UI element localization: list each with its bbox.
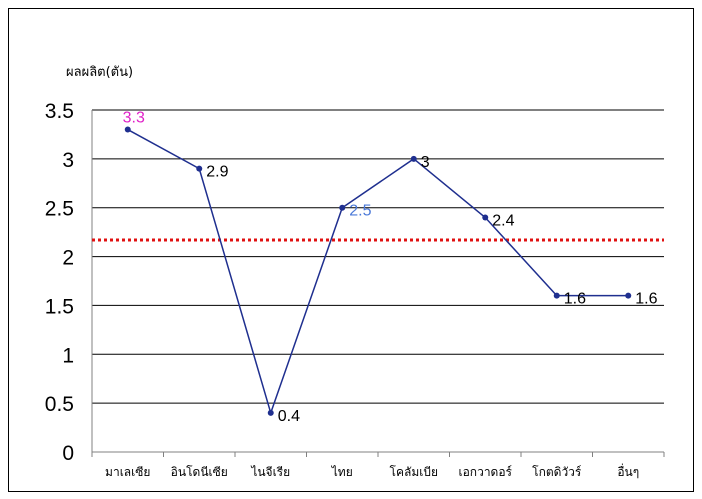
y-tick-labels: 0 0.5 1 1.5 2 2.5 3 3.5 bbox=[45, 100, 74, 465]
y-tick-label: 1.5 bbox=[45, 295, 74, 318]
data-point bbox=[410, 155, 417, 162]
gridlines bbox=[92, 109, 664, 404]
y-tick-label: 2 bbox=[62, 247, 74, 270]
data-label: 2.4 bbox=[492, 212, 514, 229]
data-point bbox=[553, 292, 560, 299]
chart-frame bbox=[8, 8, 694, 492]
series-line bbox=[127, 128, 629, 416]
data-labels: 3.3 2.9 0.4 2.5 3 2.4 1.6 1.6 bbox=[123, 110, 658, 425]
y-tick-label: 1 bbox=[62, 344, 74, 367]
data-point bbox=[124, 126, 131, 133]
x-tick-label: ไทย bbox=[331, 465, 353, 479]
data-label: 2.5 bbox=[349, 203, 371, 220]
y-tick-label: 3 bbox=[62, 149, 74, 172]
data-label: 3 bbox=[421, 154, 430, 171]
y-tick-label: 0.5 bbox=[45, 393, 74, 416]
x-tick-label: โกตดิวัวร์ bbox=[532, 465, 582, 479]
data-label: 1.6 bbox=[564, 291, 586, 308]
data-label: 3.3 bbox=[123, 110, 145, 127]
x-tick-labels: มาเลเซีย อินโดนีเซีย ไนจีเรีย ไทย โคลัมเบีย เ… bbox=[105, 463, 639, 479]
x-tick-label: เอกวาดอร์ bbox=[459, 465, 513, 479]
x-tick-label: อินโดนีเซีย bbox=[171, 465, 228, 479]
y-tick-label: 0 bbox=[62, 442, 74, 465]
y-axis-label: ผลผลิต(ตัน) bbox=[66, 65, 133, 80]
x-tick-label: มาเลเซีย bbox=[105, 465, 150, 479]
data-point bbox=[267, 409, 274, 416]
data-point bbox=[339, 204, 346, 211]
data-label: 2.9 bbox=[206, 164, 228, 181]
series-group bbox=[124, 126, 632, 416]
x-tick-label: โคลัมเบีย bbox=[390, 465, 439, 479]
x-tick-label: อื่นๆ bbox=[617, 463, 639, 479]
data-label: 0.4 bbox=[278, 408, 300, 425]
x-tick-label: ไนจีเรีย bbox=[250, 465, 290, 479]
y-tick-label: 3.5 bbox=[45, 100, 74, 123]
data-point bbox=[196, 165, 203, 172]
y-tick-label: 2.5 bbox=[45, 198, 74, 221]
data-label: 1.6 bbox=[635, 291, 657, 308]
axes bbox=[91, 110, 665, 457]
data-point bbox=[482, 214, 489, 221]
data-point bbox=[625, 292, 632, 299]
